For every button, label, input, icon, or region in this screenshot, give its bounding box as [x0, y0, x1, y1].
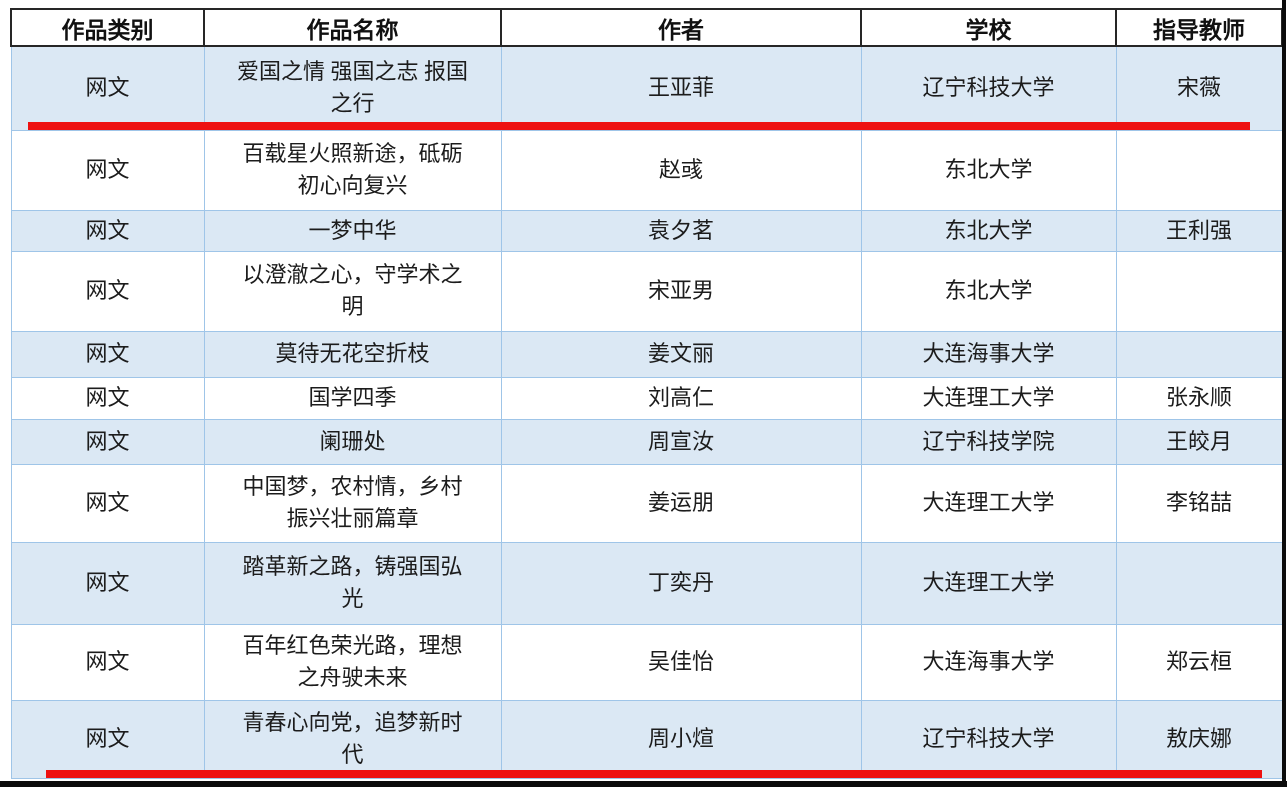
cell-school: 东北大学: [860, 250, 1117, 332]
cell-author: 吴佳怡: [500, 623, 862, 701]
cell-teacher: 张永顺: [1115, 376, 1283, 420]
cell-school: 大连海事大学: [860, 623, 1117, 701]
header-teacher: 指导教师: [1115, 8, 1283, 47]
table-row: 网文 一梦中华 袁夕茗 东北大学 王利强: [10, 209, 1283, 252]
cell-title: 爱国之情 强国之志 报国之行: [203, 45, 502, 131]
header-category: 作品类别: [10, 8, 205, 47]
cell-title: 莫待无花空折枝: [203, 330, 502, 378]
cell-category: 网文: [10, 45, 205, 131]
cell-category: 网文: [10, 209, 205, 252]
table-row: 网文 莫待无花空折枝 姜文丽 大连海事大学: [10, 330, 1283, 378]
cell-author: 宋亚男: [500, 250, 862, 332]
awards-table: 作品类别 作品名称 作者 学校 指导教师 网文 爱国之情 强国之志 报国之行 王…: [10, 8, 1283, 779]
cell-title: 百载星火照新途，砥砺初心向复兴: [203, 129, 502, 211]
cell-author: 袁夕茗: [500, 209, 862, 252]
red-marker-line-row11: [46, 770, 1262, 778]
cell-title: 以澄澈之心，守学术之明: [203, 250, 502, 332]
cell-author: 周宣汝: [500, 418, 862, 465]
table-row: 网文 阑珊处 周宣汝 辽宁科技学院 王皎月: [10, 418, 1283, 465]
cell-teacher: [1115, 541, 1283, 625]
cell-school: 大连理工大学: [860, 463, 1117, 543]
header-school: 学校: [860, 8, 1117, 47]
cell-category: 网文: [10, 623, 205, 701]
cell-title: 阑珊处: [203, 418, 502, 465]
header-title: 作品名称: [203, 8, 502, 47]
cell-author: 刘高仁: [500, 376, 862, 420]
cell-title: 一梦中华: [203, 209, 502, 252]
cell-title: 踏革新之路，铸强国弘光: [203, 541, 502, 625]
cell-teacher: 王皎月: [1115, 418, 1283, 465]
table-row: 网文 以澄澈之心，守学术之明 宋亚男 东北大学: [10, 250, 1283, 332]
cell-school: 辽宁科技学院: [860, 418, 1117, 465]
cell-author: 姜文丽: [500, 330, 862, 378]
cell-school: 大连理工大学: [860, 376, 1117, 420]
table-row: 网文 青春心向党，追梦新时代 周小煊 辽宁科技大学 敖庆娜: [10, 699, 1283, 779]
cell-category: 网文: [10, 541, 205, 625]
cell-category: 网文: [10, 129, 205, 211]
cell-school: 大连海事大学: [860, 330, 1117, 378]
cell-title: 青春心向党，追梦新时代: [203, 699, 502, 779]
table-row: 网文 百年红色荣光路，理想之舟驶未来 吴佳怡 大连海事大学 郑云桓: [10, 623, 1283, 701]
cell-school: 大连理工大学: [860, 541, 1117, 625]
cell-teacher: [1115, 250, 1283, 332]
cell-teacher: 敖庆娜: [1115, 699, 1283, 779]
cell-school: 辽宁科技大学: [860, 45, 1117, 131]
table-row: 网文 百载星火照新途，砥砺初心向复兴 赵彧 东北大学: [10, 129, 1283, 211]
cell-author: 赵彧: [500, 129, 862, 211]
cell-title: 国学四季: [203, 376, 502, 420]
cell-category: 网文: [10, 463, 205, 543]
cell-school: 辽宁科技大学: [860, 699, 1117, 779]
cell-school: 东北大学: [860, 129, 1117, 211]
cell-author: 姜运朋: [500, 463, 862, 543]
table-header-row: 作品类别 作品名称 作者 学校 指导教师: [10, 8, 1283, 47]
table-row: 网文 中国梦，农村情，乡村振兴壮丽篇章 姜运朋 大连理工大学 李铭喆: [10, 463, 1283, 543]
window-bottom-edge: [0, 781, 1287, 787]
cell-category: 网文: [10, 699, 205, 779]
table-row: 网文 国学四季 刘高仁 大连理工大学 张永顺: [10, 376, 1283, 420]
cell-teacher: [1115, 330, 1283, 378]
cell-teacher: [1115, 129, 1283, 211]
cell-title: 中国梦，农村情，乡村振兴壮丽篇章: [203, 463, 502, 543]
cell-author: 丁奕丹: [500, 541, 862, 625]
header-author: 作者: [500, 8, 862, 47]
cell-teacher: 李铭喆: [1115, 463, 1283, 543]
cell-category: 网文: [10, 376, 205, 420]
cell-teacher: 宋薇: [1115, 45, 1283, 131]
cell-category: 网文: [10, 418, 205, 465]
cell-teacher: 王利强: [1115, 209, 1283, 252]
red-marker-line-row1: [28, 122, 1250, 130]
cell-school: 东北大学: [860, 209, 1117, 252]
cell-author: 周小煊: [500, 699, 862, 779]
cell-title: 百年红色荣光路，理想之舟驶未来: [203, 623, 502, 701]
cell-author: 王亚菲: [500, 45, 862, 131]
cell-category: 网文: [10, 330, 205, 378]
cell-teacher: 郑云桓: [1115, 623, 1283, 701]
cell-category: 网文: [10, 250, 205, 332]
table-row: 网文 踏革新之路，铸强国弘光 丁奕丹 大连理工大学: [10, 541, 1283, 625]
window-right-edge: [1282, 0, 1286, 787]
table-row: 网文 爱国之情 强国之志 报国之行 王亚菲 辽宁科技大学 宋薇: [10, 45, 1283, 131]
